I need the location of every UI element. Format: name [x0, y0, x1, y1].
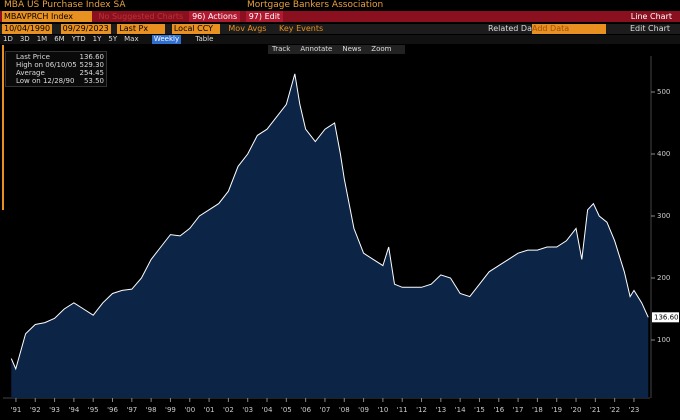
range-bar: 1D 3D 1M 6M YTD 1Y 5Y Max Weekly Table [0, 35, 680, 44]
y-tick-label: 300 [657, 212, 670, 220]
suggest-field[interactable]: No Suggested Charts [98, 12, 184, 21]
command-bar: MBAVPRCH Index No Suggested Charts 96) A… [0, 11, 680, 22]
x-tick-label: '09 [358, 406, 369, 414]
x-tick-label: '15 [474, 406, 485, 414]
related-data[interactable]: Related Dat [488, 24, 536, 33]
legend-label: Last Price [16, 53, 50, 61]
range-group: 1D 3D 1M 6M YTD 1Y 5Y Max [3, 35, 146, 44]
legend-value: 53.50 [83, 77, 104, 85]
x-tick-label: '05 [281, 406, 292, 414]
legend-row: Last Price 136.60 [8, 53, 104, 61]
x-tick-label: '13 [435, 406, 446, 414]
table-button[interactable]: Table [195, 35, 214, 43]
x-tick-label: '01 [204, 406, 215, 414]
x-tick-label: '92 [30, 406, 41, 414]
x-tick-label: '12 [416, 406, 427, 414]
range-button[interactable]: YTD [71, 35, 86, 43]
range-button[interactable]: 1Y [92, 35, 102, 43]
x-tick-label: '93 [49, 406, 60, 414]
x-tick-label: '11 [397, 406, 408, 414]
start-date[interactable]: 10/04/1990 [2, 24, 53, 34]
mov-avgs[interactable]: Mov Avgs [228, 24, 267, 33]
add-data[interactable]: Add Data [532, 24, 606, 34]
chart-kind: Line Chart [630, 12, 672, 21]
actions-button[interactable]: 96) Actions [189, 11, 241, 22]
x-tick-label: '96 [107, 406, 118, 414]
edit-button[interactable]: 97) Edit [245, 11, 284, 22]
legend-row: Low on 12/28/90 53.50 [8, 77, 104, 85]
area [11, 73, 649, 399]
x-tick-label: '16 [493, 406, 504, 414]
source: Mortgage Bankers Association [247, 0, 384, 10]
x-tick-label: '19 [551, 406, 562, 414]
last-price-label: 136.60 [654, 313, 679, 321]
x-tick-label: '23 [629, 406, 640, 414]
legend-value: 254.45 [79, 69, 105, 77]
x-tick-label: '22 [609, 406, 620, 414]
y-tick-label: 400 [657, 150, 670, 158]
x-tick-label: '06 [300, 406, 311, 414]
end-date[interactable]: 09/29/2023 [60, 24, 111, 34]
x-tick-label: '08 [339, 406, 350, 414]
x-tick-label: '10 [377, 406, 388, 414]
x-tick-label: '03 [242, 406, 253, 414]
y-tick-label: 100 [657, 336, 670, 344]
field-select[interactable]: Last Px [117, 24, 166, 34]
x-tick-label: '02 [223, 406, 234, 414]
x-tick-label: '98 [146, 406, 157, 414]
key-events[interactable]: Key Events [279, 24, 324, 33]
tool-button[interactable]: News [342, 45, 362, 53]
currency-select[interactable]: Local CCY [171, 24, 220, 34]
tool-button[interactable]: Track [272, 45, 291, 53]
x-tick-label: '94 [68, 406, 79, 414]
legend-label: Average [16, 69, 45, 77]
range-button[interactable]: Max [124, 35, 139, 43]
last-price-box [652, 312, 679, 323]
x-tick-label: '97 [126, 406, 137, 414]
x-tick-label: '17 [513, 406, 524, 414]
legend-value: 136.60 [79, 53, 105, 61]
x-tick-label: '07 [320, 406, 331, 414]
x-tick-label: '95 [88, 406, 99, 414]
x-tick-label: '91 [11, 406, 22, 414]
title-bar: MBA US Purchase Index SA Mortgage Banker… [0, 0, 680, 10]
title: MBA US Purchase Index SA [4, 0, 126, 10]
range-marker [2, 45, 4, 210]
x-tick-label: '21 [590, 406, 601, 414]
settings-bar: 10/04/1990 09/29/2023 Last Px Local CCY … [0, 24, 680, 34]
frequency[interactable]: Weekly [151, 35, 182, 44]
range-button[interactable]: 5Y [108, 35, 118, 43]
ticker-field[interactable]: MBAVPRCH Index [2, 11, 92, 22]
range-button[interactable]: 6M [54, 35, 65, 43]
x-tick-label: '04 [262, 406, 273, 414]
tool-button[interactable]: Zoom [371, 45, 392, 53]
line [10, 73, 649, 371]
tool-button[interactable]: Annotate [300, 45, 333, 53]
range-button[interactable]: 1M [36, 35, 48, 43]
y-tick-label: 200 [657, 274, 670, 282]
legend-value: 529.30 [79, 61, 105, 69]
x-tick-label: '99 [165, 406, 176, 414]
range-button[interactable]: 1D [3, 35, 13, 43]
x-tick-label: '20 [571, 406, 582, 414]
toolbar: Track Annotate News Zoom [268, 45, 406, 54]
x-tick-label: '14 [455, 406, 466, 414]
legend-label: High on 06/10/05 [16, 61, 77, 69]
x-tick-label: '18 [532, 406, 543, 414]
range-button[interactable]: 3D [19, 35, 30, 43]
legend-label: Low on 12/28/90 [16, 77, 75, 85]
legend-row: High on 06/10/05 529.30 [8, 61, 104, 69]
legend-row: Average 254.45 [8, 69, 104, 77]
x-tick-label: '00 [184, 406, 195, 414]
legend: Last Price 136.60 High on 06/10/05 529.30 Av… [5, 51, 107, 87]
y-tick-label: 500 [657, 88, 670, 96]
edit-chart[interactable]: Edit Chart [630, 24, 671, 33]
